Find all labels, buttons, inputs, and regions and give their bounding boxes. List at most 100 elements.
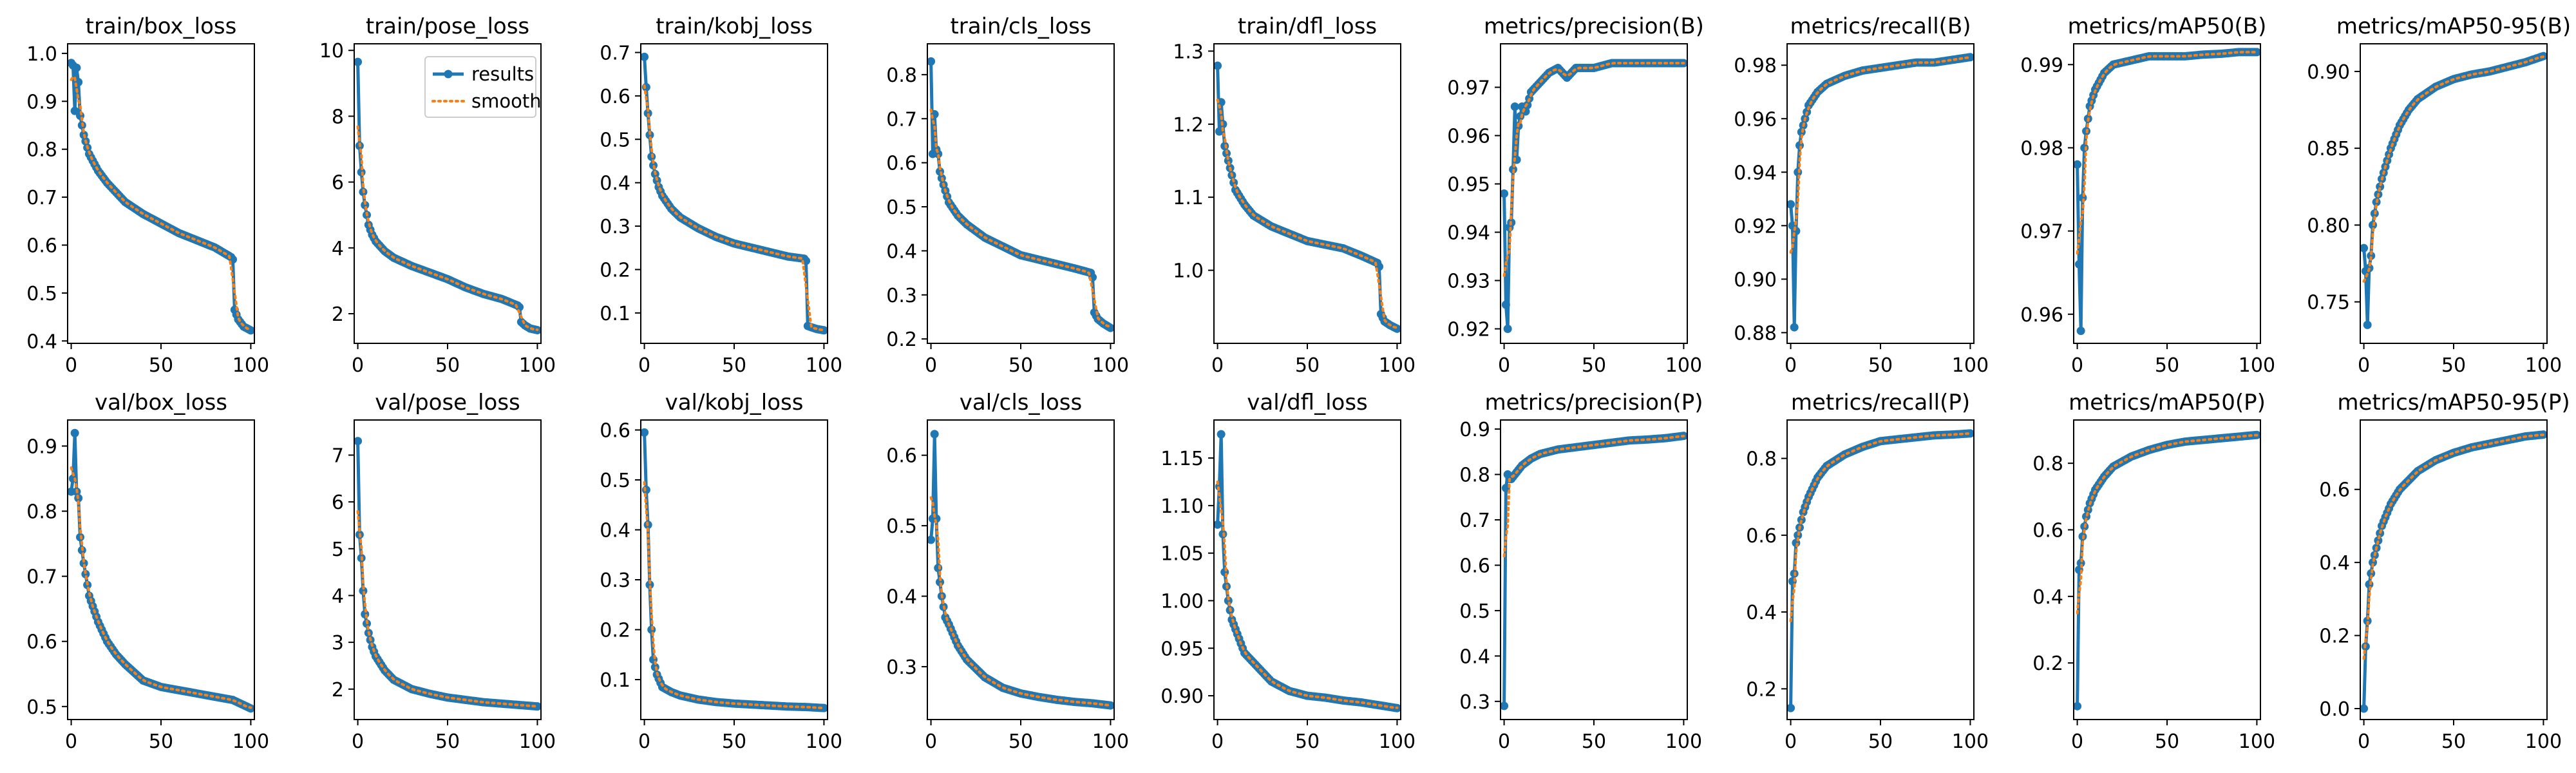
smooth-series-line — [1502, 62, 1685, 277]
x-tick-label: 0 — [1785, 730, 1797, 753]
x-tick-label: 100 — [1379, 730, 1416, 753]
subplot-title: val/pose_loss — [375, 390, 520, 415]
y-tick-label: 0.8 — [2032, 453, 2063, 475]
y-tick-label: 0.1 — [600, 303, 630, 325]
plot-frame — [1786, 43, 1975, 344]
x-tick-label: 0 — [352, 354, 364, 377]
plot-frame — [1213, 419, 1401, 720]
y-tick-label: 0.9 — [26, 91, 57, 113]
subplot-metrics-recall-p-: metrics/recall(P) 0 50 100 0.2 0.4 0.6 0.8 — [1746, 390, 1989, 753]
subplot-metrics-precision-b-: metrics/precision(B) 0 50 100 0.92 0.93 0.94 0.… — [1447, 14, 1704, 377]
y-tick-label: 0.3 — [886, 285, 917, 307]
results-point — [359, 586, 368, 595]
x-tick-label: 50 — [1009, 354, 1033, 377]
y-tick-label: 0.4 — [886, 240, 917, 263]
subplot-metrics-precision-p-: metrics/precision(P) 0 50 100 0.3 0.4 0.5 0.6 0.… — [1459, 390, 1703, 753]
subplot-title: val/dfl_loss — [1247, 390, 1368, 415]
results-point — [354, 57, 363, 66]
x-tick-label: 100 — [2239, 730, 2275, 753]
x-tick-label: 0 — [1211, 730, 1224, 753]
y-tick-label: 0.5 — [1459, 600, 1490, 623]
smooth-series-line — [70, 466, 252, 709]
y-tick-label: 0.6 — [600, 420, 630, 443]
results-point — [2252, 48, 2261, 57]
x-tick-label: 0 — [1211, 354, 1224, 377]
x-tick-label: 50 — [1868, 730, 1893, 753]
x-tick-label: 100 — [1092, 730, 1129, 753]
x-tick-label: 100 — [1665, 354, 1702, 377]
y-tick-label: 0.5 — [26, 283, 57, 305]
subplot-title: metrics/mAP50-95(B) — [2336, 14, 2571, 39]
x-tick-label: 100 — [232, 730, 269, 753]
results-point — [2073, 160, 2082, 169]
plot-frame — [354, 419, 542, 720]
subplot-title: metrics/recall(P) — [1791, 390, 1970, 415]
plot-frame — [1786, 419, 1975, 720]
x-tick-label: 100 — [1952, 354, 1989, 377]
subplot-train-pose-loss: train/pose_loss 0 50 100 2 4 6 8 10 results smooth — [319, 14, 556, 377]
y-tick-label: 1.1 — [1173, 187, 1204, 209]
x-tick-label: 50 — [435, 354, 460, 377]
y-tick-label: 2 — [332, 303, 344, 326]
x-tick-label: 0 — [1785, 354, 1797, 377]
x-tick-label: 50 — [2155, 354, 2179, 377]
x-tick-label: 50 — [1009, 730, 1033, 753]
y-tick-label: 4 — [332, 585, 344, 607]
subplot-title: val/kobj_loss — [665, 390, 804, 415]
subplot-title: metrics/mAP50-95(P) — [2337, 390, 2570, 415]
y-tick-label: 0.9 — [26, 435, 57, 458]
y-tick-label: 0.85 — [2307, 138, 2350, 160]
x-tick-label: 100 — [519, 354, 556, 377]
results-point — [1794, 167, 1803, 177]
smooth-series-line — [2076, 50, 2259, 255]
y-tick-label: 0.92 — [1447, 319, 1490, 341]
y-tick-label: 0.5 — [886, 196, 917, 219]
plot-frame — [2073, 43, 2261, 344]
subplot-title: val/cls_loss — [960, 390, 1082, 415]
results-point — [1510, 102, 1519, 111]
results-point — [70, 428, 79, 437]
y-tick-label: 0.3 — [600, 569, 630, 592]
subplot-title: train/cls_loss — [950, 14, 1091, 39]
subplot-val-box-loss: val/box_loss 0 50 100 0.5 0.6 0.7 0.8 0.9 — [26, 390, 269, 753]
y-tick-label: 0.3 — [886, 656, 917, 679]
results-point — [1106, 701, 1115, 710]
subplot-train-box-loss: train/box_loss 0 50 100 0.4 0.5 0.6 0.7 0.8 0.9 1.… — [26, 14, 269, 377]
subplot-title: train/kobj_loss — [656, 14, 813, 39]
x-tick-label: 0 — [352, 730, 364, 753]
y-tick-label: 0.90 — [1160, 685, 1204, 708]
x-tick-label: 0 — [1498, 730, 1510, 753]
x-tick-label: 100 — [1665, 730, 1702, 753]
y-tick-label: 0.8 — [26, 501, 57, 524]
smooth-series-line — [1502, 435, 1685, 558]
y-tick-label: 0.90 — [1734, 269, 1777, 291]
x-tick-label: 100 — [2525, 354, 2562, 377]
subplot-title: metrics/mAP50(P) — [2069, 390, 2266, 415]
y-tick-label: 0.6 — [1746, 525, 1777, 548]
results-point — [2076, 327, 2085, 336]
plot-frame — [67, 43, 255, 344]
y-tick-label: 3 — [332, 632, 344, 654]
y-tick-label: 0.3 — [1459, 691, 1490, 714]
x-tick-label: 50 — [2441, 730, 2466, 753]
y-tick-label: 0.2 — [600, 620, 630, 642]
plot-frame — [927, 43, 1115, 344]
smooth-series-line — [2076, 434, 2259, 615]
plot-frame — [1213, 43, 1401, 344]
results-point — [2360, 243, 2369, 253]
subplot-title: train/pose_loss — [366, 14, 529, 39]
results-point — [2376, 182, 2385, 191]
x-tick-label: 100 — [1379, 354, 1416, 377]
y-tick-label: 0.2 — [600, 259, 630, 282]
results-series-line — [643, 57, 824, 332]
y-tick-label: 0.8 — [886, 64, 917, 87]
results-point — [1965, 53, 1975, 62]
y-tick-label: 0.4 — [1746, 602, 1777, 624]
subplot-title: metrics/precision(P) — [1484, 390, 1703, 415]
results-point — [1790, 323, 1799, 332]
x-tick-label: 0 — [638, 730, 650, 753]
x-tick-label: 50 — [722, 730, 746, 753]
y-tick-label: 0.5 — [600, 470, 630, 492]
y-tick-label: 0.0 — [2319, 698, 2350, 721]
